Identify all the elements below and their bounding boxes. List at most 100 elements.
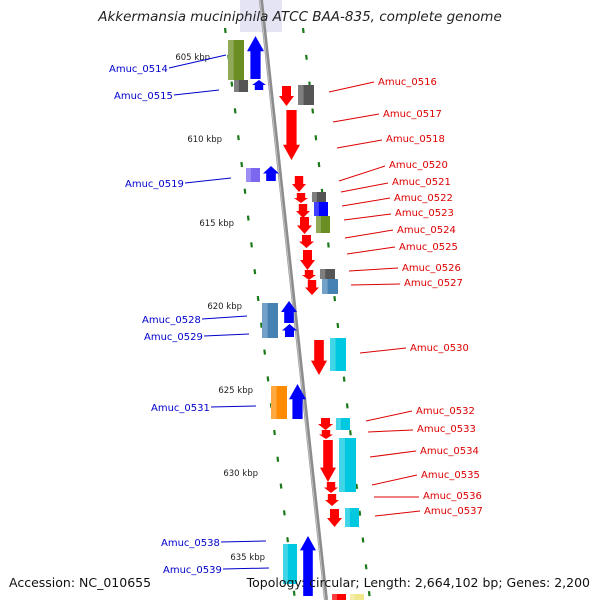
leader-line-right <box>328 81 375 93</box>
gene-box <box>322 279 338 294</box>
gene-box-shine <box>339 438 345 492</box>
gene-label-right: Amuc_0521 <box>392 177 451 188</box>
gene-label-right: Amuc_0524 <box>397 225 456 236</box>
gene-label-right: Amuc_0518 <box>386 134 445 145</box>
gene-label-left: Amuc_0515 <box>114 91 173 102</box>
gene-arrow-down <box>279 86 294 106</box>
gene-label-right: Amuc_0526 <box>402 263 461 274</box>
gene-arrow-up <box>263 166 279 181</box>
gene-arrow-down <box>311 340 327 375</box>
gene-label-right: Amuc_0523 <box>395 208 454 219</box>
scale-tick-label: 620 kbp <box>207 302 242 312</box>
gene-box <box>262 303 278 338</box>
gene-box-shine <box>345 508 350 527</box>
gene-box-shine <box>316 216 321 233</box>
genome-summary-text: Topology: circular; Length: 2,664,102 bp… <box>246 575 590 590</box>
leader-line-right <box>350 283 401 286</box>
gene-arrow-up <box>247 36 264 79</box>
scale-tick-label: 605 kbp <box>175 53 210 63</box>
gene-arrow-down <box>302 270 316 280</box>
gene-box-shine <box>330 338 336 371</box>
gene-label-right: Amuc_0534 <box>420 446 479 457</box>
genome-backbone <box>259 0 328 600</box>
gene-box <box>320 269 335 279</box>
leader-line-right <box>344 229 394 239</box>
gene-box-shine <box>262 303 268 338</box>
gene-label-right: Amuc_0516 <box>378 77 437 88</box>
leader-line-right <box>359 347 407 354</box>
gene-arrow-down <box>324 482 338 493</box>
gene-arrow-down <box>300 250 315 270</box>
gene-box-shine <box>234 80 239 92</box>
gene-arrow-down <box>327 509 342 527</box>
gene-label-right: Amuc_0532 <box>416 406 475 417</box>
gene-arrow-down <box>325 494 339 506</box>
gene-label-right: Amuc_0522 <box>394 193 453 204</box>
gene-label-right: Amuc_0530 <box>410 343 469 354</box>
gene-label-right: Amuc_0517 <box>383 109 442 120</box>
leader-line-right <box>340 182 389 193</box>
leader-line-right <box>371 474 418 486</box>
gene-box <box>234 80 248 92</box>
gene-arrow-down <box>299 235 314 248</box>
gene-label-right: Amuc_0537 <box>424 506 483 517</box>
gene-arrow-down <box>283 110 300 160</box>
gene-box-shine <box>271 386 277 419</box>
gene-label-left: Amuc_0528 <box>142 315 201 326</box>
gene-label-right: Amuc_0527 <box>404 278 463 289</box>
gene-label-right: Amuc_0525 <box>399 242 458 253</box>
gene-box <box>336 418 350 430</box>
gene-arrow-down <box>294 193 308 203</box>
gene-label-right: Amuc_0535 <box>421 470 480 481</box>
leader-line-right <box>341 197 391 207</box>
accession-text: Accession: NC_010655 <box>9 575 152 590</box>
scale-tick-label: 635 kbp <box>230 553 265 563</box>
leader-line-right <box>336 139 383 149</box>
gene-label-right: Amuc_0536 <box>423 491 482 502</box>
gene-box-shine <box>336 418 341 430</box>
gene-box-shine <box>322 279 328 294</box>
map-title: Akkermansia muciniphila ATCC BAA-835, co… <box>98 9 502 25</box>
gene-box <box>246 168 260 182</box>
gene-label-right: Amuc_0533 <box>417 424 476 435</box>
gene-box <box>345 508 359 527</box>
leader-line-right <box>348 267 399 272</box>
gene-box <box>271 386 287 419</box>
gene-box <box>316 216 330 233</box>
gene-label-left: Amuc_0539 <box>163 565 222 576</box>
gene-arrow-down <box>318 418 333 430</box>
leader-line-right <box>338 165 386 182</box>
gene-arrow-up <box>282 324 297 337</box>
genome-backbone-shine <box>259 0 326 600</box>
gene-box <box>330 338 346 371</box>
gene-box-shine <box>314 202 319 216</box>
gene-label-left: Amuc_0538 <box>161 538 220 549</box>
gene-box-shine <box>246 168 251 182</box>
gene-arrow-down <box>292 176 306 192</box>
scale-ticks: 605 kbp 610 kbp 615 kbp 620 kbp 625 kbp 630 k… <box>175 53 265 563</box>
gene-arrow-down <box>297 217 312 234</box>
leader-line-right <box>346 246 396 255</box>
gene-arrow-up <box>289 384 306 419</box>
leader-line-left <box>173 89 220 96</box>
gene-box-shine <box>350 594 355 600</box>
gene-labels: Amuc_0514 Amuc_0515 Amuc_0519 Amuc_0528 Amuc… <box>109 54 483 576</box>
gene-box-shine <box>228 40 234 80</box>
gene-box <box>314 202 328 216</box>
leader-line-left <box>210 405 257 408</box>
leader-line-right <box>332 113 380 123</box>
gene-box-shine <box>298 85 304 105</box>
scale-tick-label: 610 kbp <box>187 135 222 145</box>
leader-line-right <box>374 510 421 517</box>
leader-line-left <box>201 315 248 320</box>
gene-box <box>350 594 364 600</box>
gene-box <box>228 40 244 80</box>
gene-box-shine <box>312 192 317 202</box>
gene-arrow-down <box>319 430 333 439</box>
gene-box <box>298 85 314 105</box>
leader-line-left <box>203 333 250 337</box>
leader-line-right <box>367 429 414 433</box>
gene-arrow-up <box>300 536 316 596</box>
gene-label-left: Amuc_0529 <box>144 332 203 343</box>
